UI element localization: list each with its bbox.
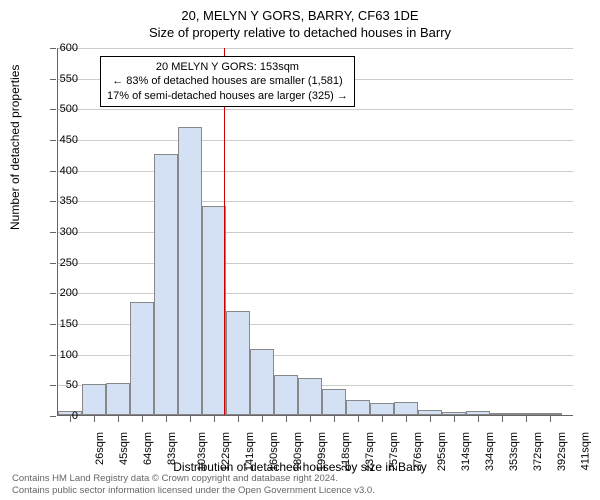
y-tick-label: 550 <box>48 73 78 85</box>
x-tick-label: 218sqm <box>340 432 352 471</box>
footer-line1: Contains HM Land Registry data © Crown c… <box>12 473 375 484</box>
y-tick-label: 250 <box>48 257 78 269</box>
x-tick-label: 64sqm <box>142 432 154 465</box>
x-tick-label: 45sqm <box>118 432 130 465</box>
x-tick-label: 83sqm <box>166 432 178 465</box>
y-tick-label: 500 <box>48 103 78 115</box>
annotation-box: 20 MELYN Y GORS: 153sqm ← 83% of detache… <box>100 56 355 107</box>
histogram-bar <box>370 403 394 415</box>
footer-line2: Contains public sector information licen… <box>12 485 375 496</box>
x-tick-label: 392sqm <box>556 432 568 471</box>
y-tick-label: 400 <box>48 165 78 177</box>
histogram-bar <box>514 413 538 415</box>
histogram-bar <box>490 413 514 415</box>
x-tick-label: 141sqm <box>244 432 256 471</box>
histogram-bar <box>202 206 226 415</box>
x-tick-label: 276sqm <box>412 432 424 471</box>
histogram-bar <box>178 127 202 415</box>
x-tick-label: 334sqm <box>484 432 496 471</box>
x-tick-label: 314sqm <box>460 432 472 471</box>
y-tick-label: 100 <box>48 349 78 361</box>
y-tick-label: 150 <box>48 318 78 330</box>
x-tick-label: 26sqm <box>94 432 106 465</box>
x-tick-label: 122sqm <box>220 432 232 471</box>
histogram-bar <box>538 413 562 415</box>
histogram-bar <box>322 389 346 415</box>
y-tick-label: 450 <box>48 134 78 146</box>
histogram-bar <box>250 349 274 415</box>
histogram-bar <box>82 384 106 415</box>
histogram-bar <box>466 411 490 415</box>
x-tick-label: 353sqm <box>508 432 520 471</box>
chart-title-main: 20, MELYN Y GORS, BARRY, CF63 1DE <box>0 0 600 23</box>
x-tick-label: 237sqm <box>364 432 376 471</box>
histogram-bar <box>394 402 418 415</box>
histogram-bar <box>442 412 466 415</box>
x-tick-label: 295sqm <box>436 432 448 471</box>
histogram-bar <box>226 311 250 415</box>
y-tick-label: 350 <box>48 195 78 207</box>
y-tick-label: 300 <box>48 226 78 238</box>
histogram-bar <box>298 378 322 415</box>
histogram-bar <box>346 400 370 415</box>
x-tick-label: 411sqm <box>579 432 591 470</box>
x-tick-label: 257sqm <box>388 432 400 471</box>
x-tick-label: 199sqm <box>316 432 328 471</box>
histogram-bar <box>274 375 298 415</box>
annotation-line2: ← 83% of detached houses are smaller (1,… <box>107 74 348 88</box>
x-tick-label: 372sqm <box>532 432 544 471</box>
histogram-bar <box>154 154 178 415</box>
x-tick-label: 103sqm <box>196 432 208 471</box>
y-tick-label: 600 <box>48 42 78 54</box>
y-tick-label: 0 <box>48 410 78 422</box>
annotation-line3: 17% of semi-detached houses are larger (… <box>107 89 348 103</box>
annotation-line1: 20 MELYN Y GORS: 153sqm <box>107 60 348 74</box>
footer-attribution: Contains HM Land Registry data © Crown c… <box>12 473 375 496</box>
y-tick-label: 50 <box>48 379 78 391</box>
x-tick-label: 180sqm <box>292 432 304 471</box>
histogram-bar <box>130 302 154 415</box>
chart-title-sub: Size of property relative to detached ho… <box>0 23 600 40</box>
y-tick-label: 200 <box>48 287 78 299</box>
histogram-bar <box>106 383 130 415</box>
histogram-bar <box>418 410 442 415</box>
y-axis-title: Number of detached properties <box>8 65 22 230</box>
x-tick-label: 160sqm <box>268 432 280 471</box>
